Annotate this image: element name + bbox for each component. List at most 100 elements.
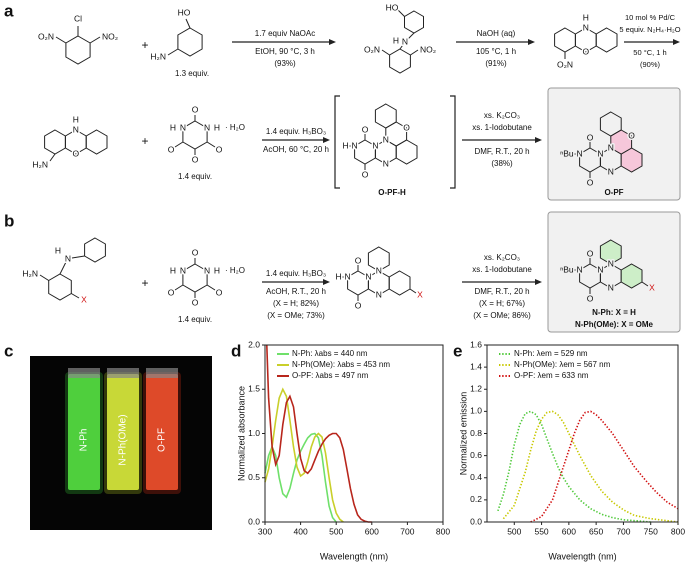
panel-label: a [4, 1, 14, 20]
atom-label: X [649, 282, 655, 292]
atom-label: N [204, 265, 210, 275]
condition: 105 °C, 1 h [476, 47, 516, 56]
atom-label: N [376, 289, 382, 299]
atom-label: N [376, 265, 382, 275]
atom-label: O [403, 122, 410, 132]
x-tick-label: 650 [589, 526, 603, 536]
atom-label: O [362, 169, 369, 179]
arrow-head [329, 39, 336, 45]
condition: (X = H; 67%) [479, 299, 525, 308]
atom-label: O [192, 104, 199, 114]
ring [374, 103, 397, 129]
atom-label: N [204, 122, 210, 132]
condition: AcOH, 60 °C, 20 h [263, 145, 329, 154]
cuvette-cap [107, 368, 139, 378]
cuvette-label: N-Ph [79, 429, 90, 452]
compound-label: N-Ph: X = H [592, 308, 636, 317]
cuvette-label: O-PF [157, 428, 168, 452]
arrow-head [535, 279, 542, 285]
condition: (93%) [274, 59, 296, 68]
bond [206, 284, 216, 291]
cuvette-label: N-Ph(OMe) [118, 414, 129, 465]
x-tick-label: 300 [258, 526, 272, 536]
condition: xs. 1-Iodobutane [472, 265, 532, 274]
cuvette [146, 374, 178, 490]
y-axis-title: Normalized absorbance [236, 386, 246, 481]
x-tick-label: 700 [400, 526, 414, 536]
y-axis-title: Normalized emission [458, 392, 468, 476]
bond [59, 261, 67, 275]
hydrate: · H₂O [225, 266, 245, 275]
atom-label: N [180, 265, 186, 275]
condition: 50 °C, 1 h [633, 48, 666, 57]
atom-label: N [345, 271, 351, 281]
ring [84, 237, 106, 263]
atom-label: N [65, 253, 71, 263]
atom-label: ⁿBu [560, 264, 574, 274]
condition: 10 mol % Pd/C [625, 13, 676, 22]
atom-label: O [192, 297, 199, 307]
atom-label: O [587, 177, 594, 187]
x-tick-label: 400 [294, 526, 308, 536]
atom-label: H [170, 122, 176, 132]
atom-label: O [355, 255, 362, 265]
atom-label: O [582, 46, 589, 56]
condition: EtOH, 90 °C, 3 h [255, 47, 315, 56]
legend-label: N-Ph(OMe): λem = 567 nm [514, 360, 611, 369]
y-tick-label: 1.0 [248, 428, 260, 438]
bracket [334, 95, 340, 189]
arrow-head [323, 137, 330, 143]
ring [595, 27, 618, 53]
atom-label: H₂N [32, 159, 48, 169]
y-tick-label: 0.0 [470, 516, 482, 526]
atom-label: X [417, 289, 423, 299]
condition: NaOH (aq) [477, 29, 516, 38]
atom-label: N [365, 271, 371, 281]
condition: xs. K₂CO₃ [484, 111, 520, 120]
bond [49, 153, 56, 162]
compound-label: N-Ph(OMe): X = OMe [575, 320, 654, 329]
bond [39, 274, 49, 281]
atom-label: N [597, 148, 603, 158]
atom-label: H [170, 265, 176, 275]
atom-label: H [583, 12, 589, 22]
atom-label: O₂N [557, 59, 573, 69]
x-tick-label: 800 [436, 526, 450, 536]
atom-label: O₂N [364, 44, 380, 54]
atom-label: O₂N [38, 31, 54, 41]
cuvette-cap [146, 368, 178, 378]
atom-label: O [192, 154, 199, 164]
atom-label: H₂N [150, 51, 166, 61]
condition: (91%) [485, 59, 507, 68]
ring [620, 263, 643, 289]
product-box [547, 211, 681, 333]
atom-label: O [72, 148, 79, 158]
condition: xs. 1-Iodobutane [472, 123, 532, 132]
legend-label: N-Ph: λabs = 440 nm [292, 349, 368, 358]
condition: (X = OMe; 86%) [473, 311, 531, 320]
y-tick-label: 1.2 [470, 384, 482, 394]
series-line [502, 410, 679, 523]
condition: 1.4 equiv. H₃BO₃ [266, 127, 326, 136]
ring [599, 111, 622, 137]
bond [174, 141, 184, 148]
atom-label: O [587, 132, 594, 142]
atom-label: O [216, 287, 223, 297]
legend-label: N-Ph(OMe): λabs = 453 nm [292, 360, 390, 369]
hydrate: · H₂O [225, 123, 245, 132]
y-tick-label: 2.0 [248, 339, 260, 349]
condition: AcOH, R.T., 20 h [266, 287, 326, 296]
bond [399, 41, 406, 50]
bond [185, 18, 191, 29]
legend-label: O-PF: λabs = 497 nm [292, 371, 369, 380]
arrow-head [323, 279, 330, 285]
atom-label: H [73, 114, 79, 124]
atom-label: NO₂ [102, 31, 118, 41]
atom-label: H [393, 35, 399, 45]
condition: 5 equiv. N₂H₄·H₂O [619, 25, 680, 34]
atom-label: Cl [74, 13, 82, 23]
atom-label: N [608, 166, 614, 176]
x-axis-title: Wavelength (nm) [320, 551, 388, 561]
atom-label: N [577, 264, 583, 274]
